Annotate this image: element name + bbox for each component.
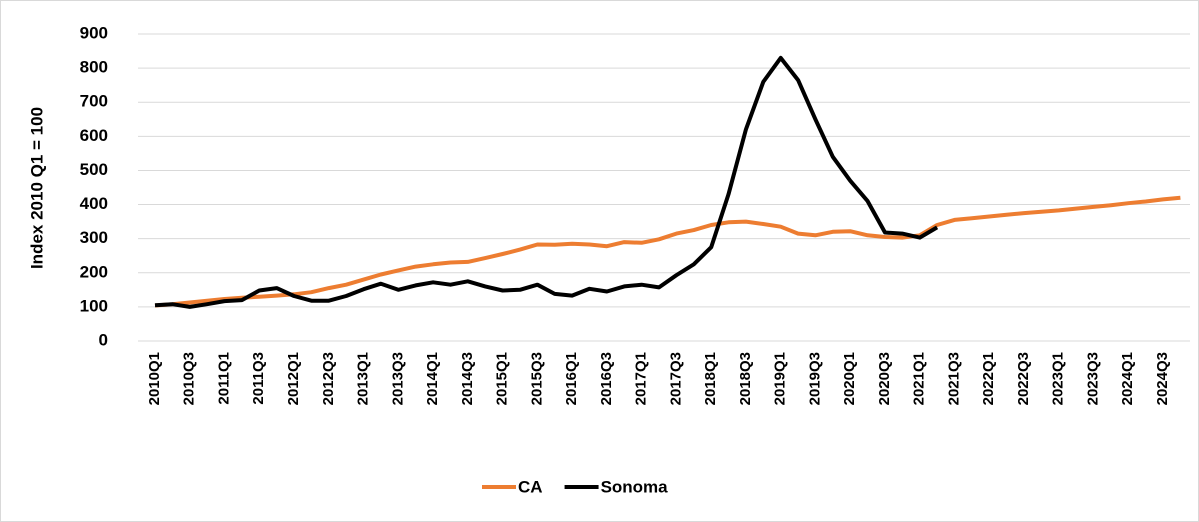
x-tick-label: 2021Q3 [945,352,962,405]
x-tick-label: 2022Q1 [980,352,997,405]
y-tick-label: 800 [80,58,108,77]
y-tick-label: 400 [80,194,108,213]
x-tick-label: 2013Q1 [355,352,372,405]
x-tick-label: 2018Q1 [702,352,719,405]
x-tick-label: 2017Q3 [667,352,684,405]
x-tick-label: 2016Q3 [598,352,615,405]
x-tick-label: 2023Q1 [1050,352,1067,405]
y-tick-label: 600 [80,126,108,145]
y-tick-label: 700 [80,92,108,111]
y-tick-label: 300 [80,228,108,247]
x-tick-label: 2024Q3 [1154,352,1171,405]
series-line [154,55,939,309]
x-tick-label: 2024Q1 [1119,352,1136,405]
x-tick-label: 2011Q1 [215,352,232,405]
x-tick-label: 2019Q1 [772,352,789,405]
x-tick-label: 2019Q3 [806,352,823,405]
x-tick-label: 2010Q3 [181,352,198,405]
x-tick-label: 2023Q3 [1084,352,1101,405]
x-tick-label: 2010Q1 [146,352,163,405]
x-tick-label: 2021Q1 [911,352,928,405]
x-tick-label: 2020Q3 [876,352,893,405]
x-tick-label: 2012Q1 [285,352,302,405]
series-line [154,195,1181,308]
x-tick-label: 2020Q1 [841,352,858,405]
x-tick-label: 2016Q1 [563,352,580,405]
y-axis-label: Index 2010 Q1 = 100 [27,107,46,269]
y-tick-label: 100 [80,296,108,315]
x-tick-label: 2014Q1 [424,352,441,405]
x-tick-label: 2015Q3 [528,352,545,405]
legend-label: Sonoma [601,477,669,496]
y-tick-label: 500 [80,160,108,179]
x-tick-label: 2017Q1 [633,352,650,405]
x-tick-label: 2018Q3 [737,352,754,405]
x-tick-label: 2014Q3 [459,352,476,405]
y-tick-label: 0 [99,330,108,349]
y-tick-label: 900 [80,23,108,42]
legend-label: CA [518,477,543,496]
x-tick-label: 2015Q1 [494,352,511,405]
x-tick-label: 2011Q3 [250,352,267,405]
x-tick-label: 2013Q3 [389,352,406,405]
y-tick-label: 200 [80,262,108,281]
x-tick-label: 2022Q3 [1015,352,1032,405]
x-tick-label: 2012Q3 [320,352,337,405]
